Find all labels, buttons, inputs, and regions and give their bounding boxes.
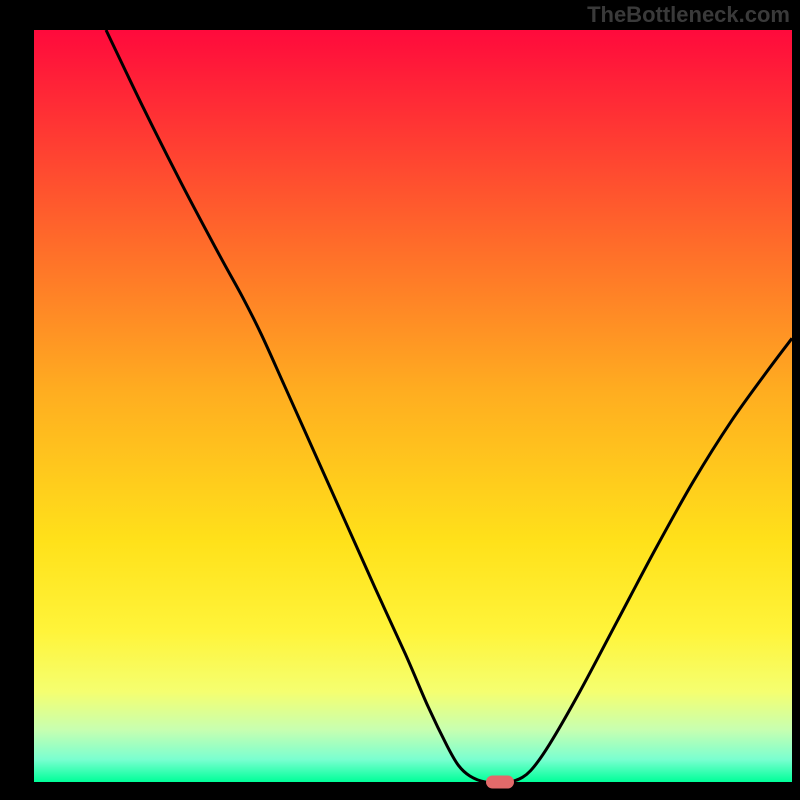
chart-frame: TheBottleneck.com — [0, 0, 800, 800]
plot-area — [34, 30, 792, 782]
watermark-text: TheBottleneck.com — [587, 2, 790, 28]
bottleneck-curve — [34, 30, 792, 782]
minimum-marker — [486, 776, 514, 789]
curve-path — [106, 30, 792, 783]
